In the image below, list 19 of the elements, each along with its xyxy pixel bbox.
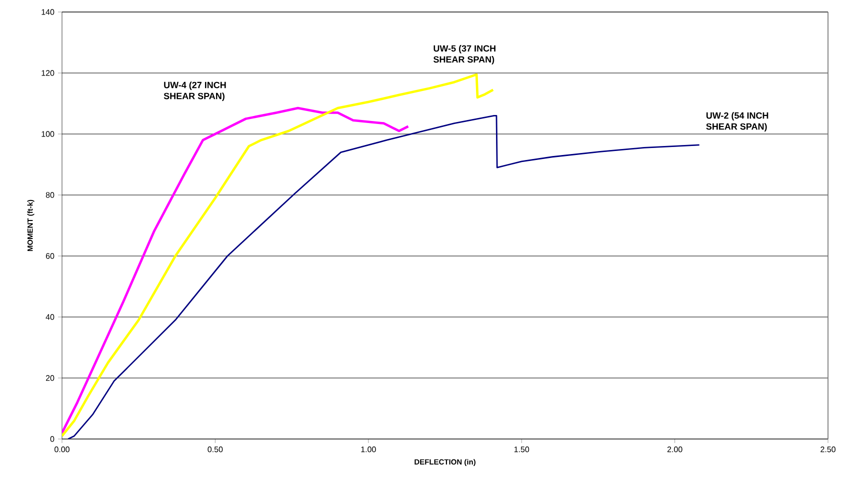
x-tick-label: 0.00 — [54, 446, 70, 452]
x-tick-label: 1.50 — [514, 446, 530, 452]
y-tick-label: 0 — [50, 436, 54, 442]
line-series — [62, 73, 494, 438]
y-tick-label: 40 — [46, 314, 54, 320]
y-tick-label: 120 — [42, 70, 54, 76]
series-label: UW-2 (54 INCH SHEAR SPAN) — [706, 112, 768, 132]
text: UW-5 (37 INCH SHEAR SPAN) — [433, 45, 496, 64]
text: UW-4 (27 INCH SHEAR SPAN) — [164, 82, 226, 101]
y-tick-label: 20 — [46, 375, 54, 381]
y-tick-label: 60 — [46, 253, 54, 259]
y-tick-label: 100 — [42, 131, 54, 137]
y-tick-label: 140 — [42, 9, 54, 15]
line-series — [67, 114, 700, 439]
y-tick-label: 80 — [46, 192, 54, 198]
x-tick-label: 2.00 — [667, 446, 682, 452]
x-tick-label: 1.00 — [361, 446, 376, 452]
x-tick-label: 2.50 — [820, 446, 836, 452]
x-tick-label: 0.50 — [208, 446, 223, 452]
